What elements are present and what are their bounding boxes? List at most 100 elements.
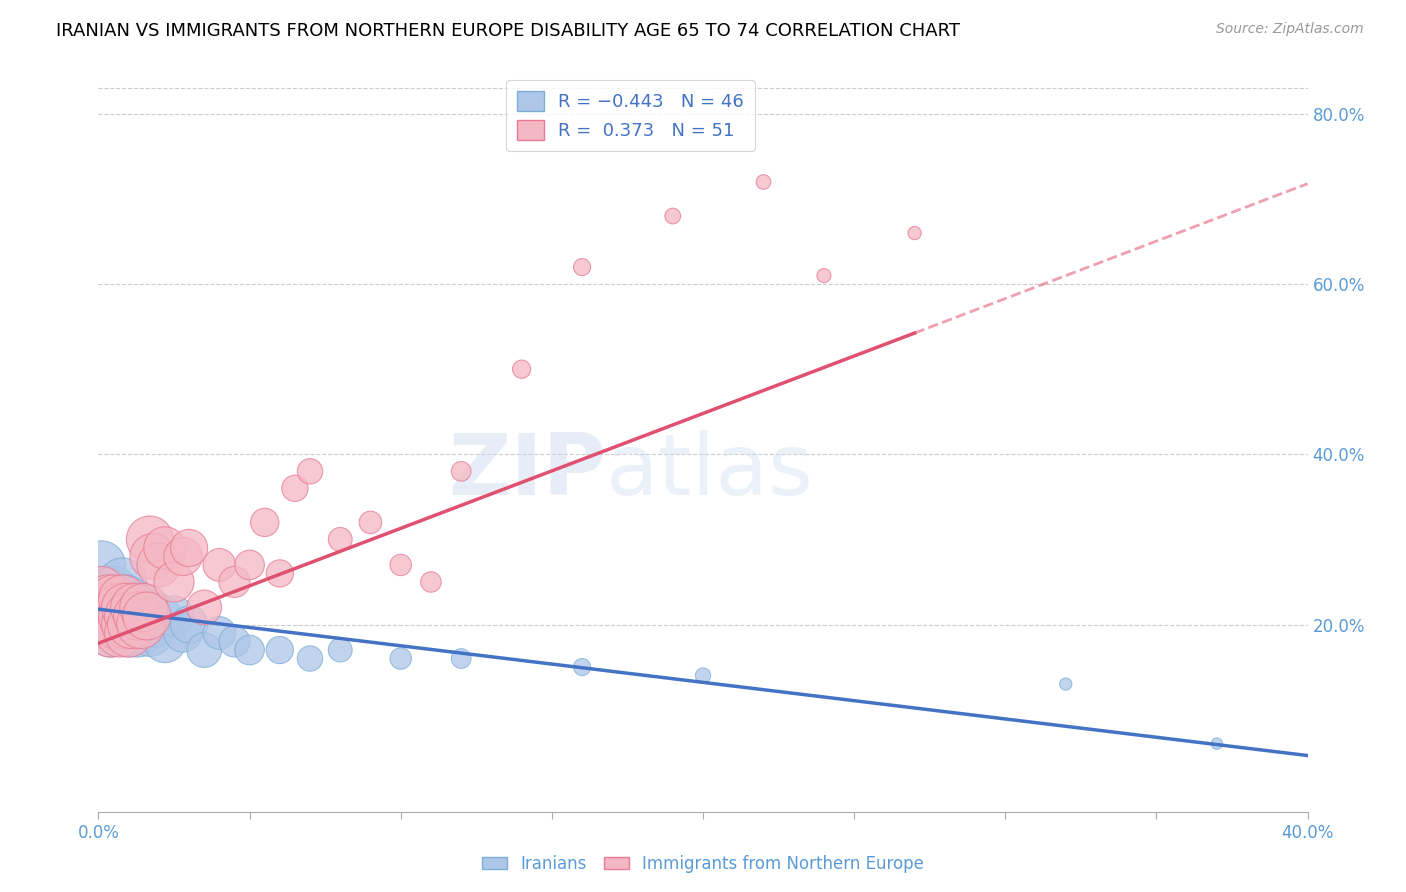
Point [163, 574, 186, 589]
Point [114, 591, 136, 606]
Point [813, 268, 835, 283]
Point [103, 600, 125, 615]
Point [224, 634, 246, 648]
Point [153, 541, 176, 555]
Point [111, 591, 134, 606]
Point [105, 591, 128, 606]
Point [389, 558, 412, 572]
Point [108, 626, 131, 640]
Point [142, 617, 165, 632]
Point [172, 549, 194, 564]
Point [111, 609, 134, 624]
Point [1054, 677, 1077, 691]
Point [124, 600, 146, 615]
Point [239, 643, 262, 657]
Point [389, 651, 412, 665]
Point [139, 626, 162, 640]
Point [129, 617, 152, 632]
Point [108, 617, 131, 632]
Point [269, 566, 291, 581]
Point [103, 591, 125, 606]
Point [121, 609, 143, 624]
Point [114, 617, 136, 632]
Point [118, 626, 141, 640]
Point [142, 549, 165, 564]
Point [105, 609, 128, 624]
Point [299, 651, 322, 665]
Point [103, 617, 125, 632]
Point [179, 541, 201, 555]
Point [105, 609, 128, 624]
Point [571, 660, 593, 674]
Point [904, 226, 927, 240]
Point [510, 362, 533, 376]
Point [121, 617, 143, 632]
Point [450, 464, 472, 478]
Point [208, 626, 231, 640]
Point [127, 626, 149, 640]
Point [96, 591, 118, 606]
Point [96, 591, 118, 606]
Text: atlas: atlas [606, 430, 814, 513]
Point [329, 643, 352, 657]
Point [96, 617, 118, 632]
Point [100, 626, 122, 640]
Point [661, 209, 683, 223]
Point [118, 600, 141, 615]
Point [193, 643, 215, 657]
Point [108, 600, 131, 615]
Point [132, 600, 155, 615]
Point [114, 600, 136, 615]
Point [100, 626, 122, 640]
Text: Source: ZipAtlas.com: Source: ZipAtlas.com [1216, 22, 1364, 37]
Point [253, 516, 276, 530]
Point [269, 643, 291, 657]
Point [124, 617, 146, 632]
Point [111, 609, 134, 624]
Point [90, 558, 112, 572]
Point [108, 600, 131, 615]
Point [118, 609, 141, 624]
Point [360, 516, 382, 530]
Point [135, 609, 157, 624]
Point [179, 617, 201, 632]
Point [153, 634, 176, 648]
Legend: Iranians, Immigrants from Northern Europe: Iranians, Immigrants from Northern Europ… [475, 848, 931, 880]
Point [571, 260, 593, 274]
Point [284, 481, 307, 495]
Point [450, 651, 472, 665]
Point [135, 609, 157, 624]
Point [93, 600, 115, 615]
Point [148, 609, 170, 624]
Point [103, 583, 125, 598]
Point [100, 609, 122, 624]
Point [93, 583, 115, 598]
Point [329, 533, 352, 547]
Point [105, 617, 128, 632]
Point [193, 600, 215, 615]
Point [172, 626, 194, 640]
Point [114, 617, 136, 632]
Point [111, 574, 134, 589]
Point [96, 609, 118, 624]
Point [139, 533, 162, 547]
Text: IRANIAN VS IMMIGRANTS FROM NORTHERN EUROPE DISABILITY AGE 65 TO 74 CORRELATION C: IRANIAN VS IMMIGRANTS FROM NORTHERN EURO… [56, 22, 960, 40]
Point [129, 617, 152, 632]
Point [208, 558, 231, 572]
Point [127, 609, 149, 624]
Point [100, 600, 122, 615]
Point [1206, 737, 1229, 751]
Point [163, 609, 186, 624]
Text: ZIP: ZIP [449, 430, 606, 513]
Point [118, 626, 141, 640]
Point [299, 464, 322, 478]
Point [103, 617, 125, 632]
Legend: R = −0.443   N = 46, R =  0.373   N = 51: R = −0.443 N = 46, R = 0.373 N = 51 [506, 80, 755, 151]
Point [239, 558, 262, 572]
Point [692, 668, 714, 682]
Point [93, 600, 115, 615]
Point [420, 574, 443, 589]
Point [752, 175, 775, 189]
Point [93, 617, 115, 632]
Point [224, 574, 246, 589]
